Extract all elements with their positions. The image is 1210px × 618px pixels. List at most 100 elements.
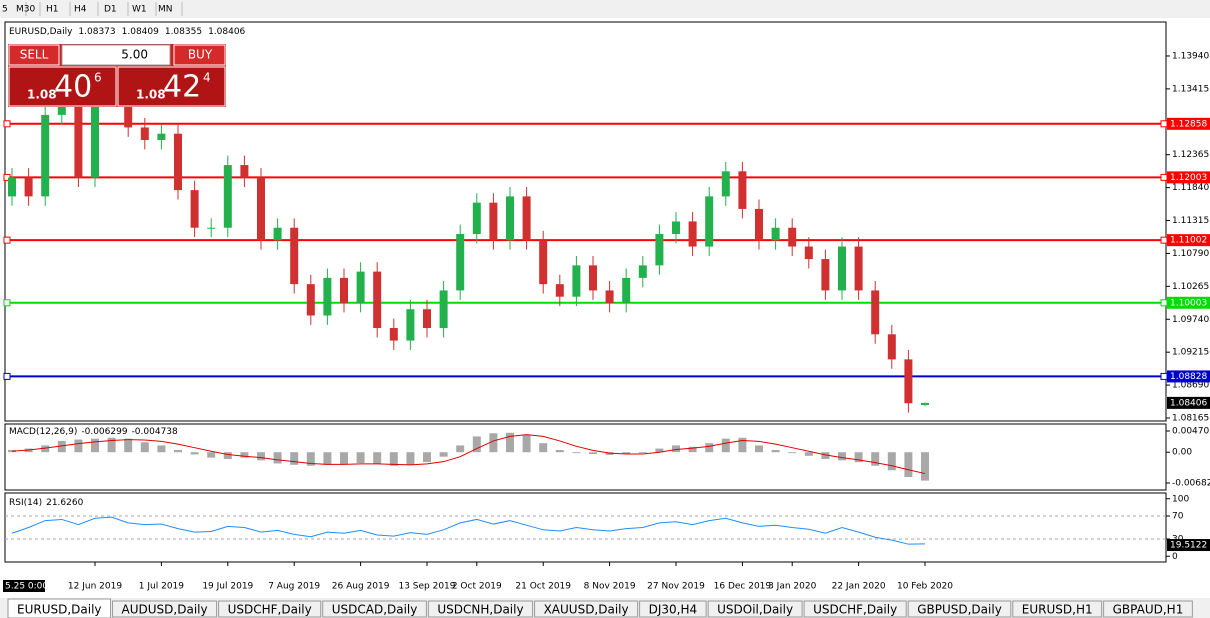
chart-tab[interactable]	[112, 600, 218, 618]
chart-tab[interactable]	[907, 600, 1012, 618]
macd-bar	[157, 445, 166, 453]
timeframe-button[interactable]: MN	[158, 5, 173, 15]
chart-tab-label[interactable]: XAUUSD,Daily	[544, 603, 629, 617]
chart-tab-label[interactable]: USDCHF,Daily	[813, 603, 897, 617]
macd-bar	[439, 452, 448, 457]
candle-body	[74, 102, 83, 178]
timeframe-button[interactable]: M30	[16, 5, 35, 15]
macd-bar	[240, 452, 249, 458]
current-price-bg	[1167, 396, 1210, 409]
ohlc-value: 1.08355	[165, 27, 202, 37]
macd-bar	[589, 452, 597, 454]
macd-bar	[140, 442, 149, 453]
chart-tab-label[interactable]: GBPAUD,H1	[1113, 603, 1184, 617]
chart-tab-label[interactable]: USDOil,Daily	[717, 603, 793, 617]
macd-bar	[456, 445, 465, 453]
candle-body	[705, 196, 714, 247]
candle-body	[921, 402, 929, 405]
macd-bar	[572, 452, 581, 454]
chart-tab[interactable]	[427, 600, 534, 618]
macd-bar	[672, 445, 680, 453]
macd-bar	[91, 438, 99, 453]
chart-tab[interactable]	[803, 600, 907, 618]
macd-bar	[290, 452, 299, 465]
candle-body	[340, 277, 348, 303]
chart-tab-label[interactable]: AUDUSD,Daily	[122, 603, 208, 617]
candle-body	[755, 208, 763, 241]
timeframe-button[interactable]: W1	[132, 5, 147, 15]
candle-body	[539, 240, 548, 285]
x-tick-label: 13 Sep 2019	[398, 582, 455, 592]
buy-button[interactable]	[173, 44, 226, 66]
candle-body	[423, 309, 431, 329]
candle-body	[572, 265, 581, 297]
candle-body	[904, 359, 913, 404]
level-label-bg	[1167, 234, 1210, 247]
buy-label[interactable]: BUY	[188, 48, 213, 62]
timeframe-button[interactable]: H1	[46, 5, 59, 15]
price-pips: 42	[163, 70, 201, 105]
candle-body	[638, 265, 647, 278]
candle-body	[838, 246, 846, 291]
timeframe-button[interactable]: H4	[74, 5, 87, 15]
candle-body	[788, 227, 797, 247]
candle-body	[140, 127, 149, 140]
chart-tab-label[interactable]: EURUSD,H1	[1022, 603, 1093, 617]
buy_price-box[interactable]	[117, 66, 226, 107]
sell-label[interactable]: SELL	[20, 48, 49, 62]
y-tick-label: -0.006823	[1172, 478, 1210, 488]
chart-tab-label[interactable]: EURUSD,Daily	[17, 603, 102, 617]
macd-bar	[373, 452, 382, 464]
current-price-label: 1.08406	[1170, 398, 1207, 408]
chart-tab[interactable]	[1012, 600, 1103, 618]
candle-body	[622, 277, 631, 303]
sell_price-box[interactable]	[8, 66, 117, 107]
candle-body	[804, 246, 813, 260]
macd-bar	[223, 452, 232, 459]
chart-tab[interactable]	[639, 600, 707, 618]
chart-tab[interactable]	[534, 600, 639, 618]
macd-bar	[356, 452, 365, 464]
candle-body	[389, 328, 398, 341]
chart-tab[interactable]	[7, 598, 112, 618]
macd-bar	[655, 448, 664, 453]
volume-input[interactable]	[61, 44, 171, 66]
chart-tab[interactable]	[1103, 600, 1193, 618]
chart-tab-label[interactable]: USDCAD,Daily	[332, 603, 418, 617]
x-tick-label: 8 Nov 2019	[584, 582, 636, 592]
timeframe-button[interactable]: 5	[2, 5, 8, 15]
macd-bar	[472, 436, 481, 453]
candle-body	[8, 177, 16, 197]
y-tick-label: 1.11315	[1172, 216, 1209, 226]
chart-tab-label[interactable]: USDCNH,Daily	[437, 603, 523, 617]
chart-tab[interactable]	[218, 600, 322, 618]
sell-button[interactable]	[8, 44, 60, 66]
level-handle	[1160, 299, 1168, 307]
symbol-title: EURUSD,Daily	[9, 27, 73, 37]
rsi-marker-label: 19.5122	[1170, 541, 1207, 551]
chart-tab[interactable]	[322, 600, 427, 618]
volume-value[interactable]: 5.00	[121, 48, 148, 62]
ohlc-value: 1.08373	[78, 27, 115, 37]
x-tick-label: 12 Jun 2019	[68, 582, 122, 592]
chart-tab[interactable]	[707, 600, 803, 618]
macd-bar	[771, 449, 780, 453]
candle-body	[57, 102, 66, 115]
y-tick-label: 70	[1172, 512, 1184, 522]
y-tick-label: 0.004702	[1172, 426, 1210, 436]
chart-tab-label[interactable]: DJ30,H4	[649, 603, 698, 617]
level-label: 1.12858	[1170, 119, 1207, 129]
y-tick-label: 1.08690	[1172, 381, 1209, 391]
level-handle	[3, 299, 11, 307]
candle-body	[257, 177, 265, 241]
candle-body	[91, 96, 99, 178]
macd-bar	[190, 452, 199, 455]
candle-body	[306, 284, 315, 316]
macd-bar	[854, 452, 863, 463]
chart-tab-label[interactable]: USDCHF,Daily	[228, 603, 312, 617]
candle-body	[356, 271, 365, 303]
chart-tab-label[interactable]: GBPUSD,Daily	[917, 603, 1002, 617]
price-big: 1.08	[136, 88, 166, 102]
timeframe-button[interactable]: D1	[104, 5, 117, 15]
